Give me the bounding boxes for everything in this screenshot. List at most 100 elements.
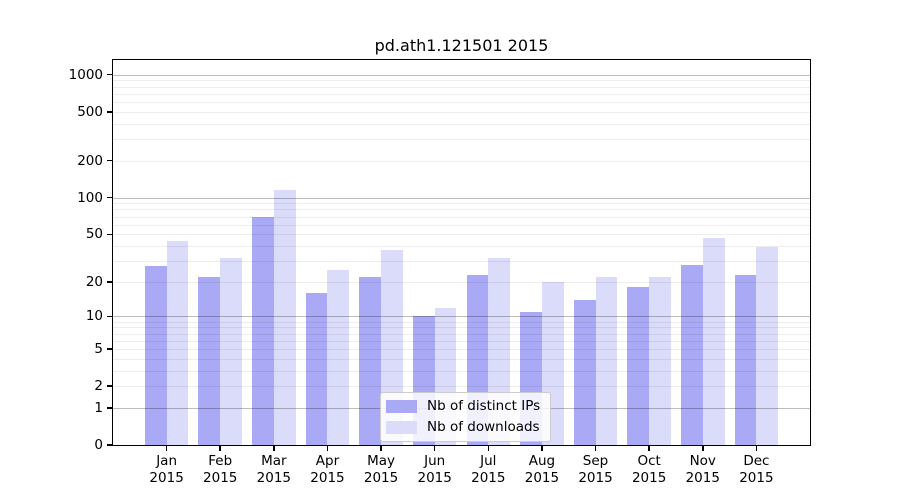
y-tick-label: 50: [85, 226, 103, 243]
gridline-major: [113, 316, 810, 318]
gridline-minor: [113, 86, 810, 88]
gridline-minor: [113, 333, 810, 335]
gridline-minor: [113, 260, 810, 262]
gridline-minor: [113, 216, 810, 218]
y-tick: [107, 233, 113, 235]
y-tick: [107, 444, 113, 446]
bar-distinct-ips: [144, 266, 167, 445]
x-tick: [487, 446, 490, 451]
x-tick-label-line: Feb: [208, 453, 233, 469]
y-tick-label: 200: [77, 152, 103, 169]
gridline-minor: [113, 111, 810, 113]
x-tick-label-line: 2015: [256, 470, 292, 486]
x-tick: [273, 446, 275, 451]
x-tick-label-line: 2015: [471, 470, 506, 486]
gridline-minor: [113, 340, 810, 342]
x-tick: [541, 446, 543, 451]
x-tick-label-line: 2015: [203, 470, 238, 486]
bar-downloads: [220, 257, 243, 445]
gridline-minor: [113, 102, 810, 104]
x-tick-label: Jun 2015: [403, 453, 467, 487]
y-tick-label: 5: [94, 340, 103, 357]
legend-item: Nb of downloads: [386, 418, 540, 437]
x-tick-label-line: 2015: [363, 470, 399, 486]
bar-distinct-ips: [198, 276, 221, 445]
x-tick-label-line: Apr: [315, 453, 340, 469]
bar-distinct-ips: [573, 299, 596, 445]
y-tick: [107, 159, 113, 162]
y-tick: [107, 348, 113, 350]
legend-item: Nb of distinct IPs: [386, 397, 540, 416]
x-tick-label: Jan 2015: [135, 453, 199, 487]
x-tick-label: Oct 2015: [617, 453, 681, 487]
x-tick-label: Jul 2015: [456, 453, 520, 487]
bar-downloads: [595, 276, 618, 445]
y-tick: [107, 407, 113, 409]
y-tick-label: 1: [94, 399, 103, 416]
y-tick: [107, 111, 113, 113]
x-tick-label: Nov 2015: [671, 453, 735, 487]
x-tick: [433, 446, 436, 451]
y-tick: [107, 73, 113, 76]
gridline-minor: [113, 209, 810, 211]
x-tick: [594, 446, 597, 451]
gridline-minor: [113, 80, 810, 82]
bar-downloads: [649, 276, 671, 445]
x-tick-label: Apr 2015: [295, 453, 359, 487]
chart-title: pd.ath1.121501 2015: [374, 36, 549, 55]
bar-distinct-ips: [305, 293, 328, 445]
x-tick-label-line: Oct: [637, 453, 661, 469]
x-tick: [648, 446, 650, 451]
x-tick-label-line: 2015: [631, 470, 667, 486]
gridline-major: [113, 197, 810, 199]
x-tick: [380, 446, 382, 451]
x-tick: [326, 446, 329, 451]
bar-distinct-ips: [252, 216, 274, 445]
bar-downloads: [756, 247, 779, 445]
x-tick: [165, 446, 168, 451]
y-tick: [107, 281, 113, 283]
gridline-minor: [113, 245, 810, 247]
gridline-minor: [113, 358, 810, 360]
x-tick-label-line: 2015: [310, 470, 345, 486]
gridline-major: [113, 74, 810, 76]
gridline-minor: [113, 160, 810, 162]
y-tick: [107, 315, 113, 318]
x-tick-label-line: Dec: [743, 453, 770, 469]
gridline-minor: [113, 93, 810, 95]
x-tick-label: Mar 2015: [242, 453, 306, 487]
y-tick-label: 20: [85, 273, 103, 290]
x-tick-label-line: Aug: [528, 453, 556, 469]
gridline-minor: [113, 281, 810, 283]
x-tick-label-line: Jan: [156, 453, 178, 469]
x-tick-label-line: Mar: [261, 453, 287, 469]
gridline-minor: [113, 321, 810, 323]
bar-downloads: [327, 270, 350, 445]
bar-downloads: [702, 237, 725, 445]
x-tick-label: Feb 2015: [188, 453, 252, 487]
bar-distinct-ips: [734, 274, 757, 445]
y-tick-label: 500: [77, 103, 103, 120]
x-tick-label-line: 2015: [739, 470, 774, 486]
bar-downloads: [166, 240, 189, 445]
legend-swatch: [386, 421, 417, 434]
legend-swatch: [386, 400, 417, 413]
x-tick: [702, 446, 704, 451]
x-tick-label-line: 2015: [685, 470, 720, 486]
gridline-minor: [113, 327, 810, 329]
legend-label: Nb of distinct IPs: [427, 398, 541, 414]
x-tick-label: Dec 2015: [724, 453, 788, 487]
bar-distinct-ips: [627, 287, 650, 445]
x-tick-label-line: Sep: [582, 453, 609, 469]
y-tick-label: 10: [85, 308, 103, 325]
y-tick-label: 2: [94, 378, 103, 395]
gridline-minor: [113, 348, 810, 350]
gridline-minor: [113, 203, 810, 205]
x-tick-label-line: 2015: [149, 470, 184, 486]
y-tick: [107, 196, 113, 199]
legend: Nb of distinct IPs Nb of downloads: [380, 392, 552, 442]
y-tick-label: 1000: [68, 66, 103, 83]
x-tick-label: Aug 2015: [510, 453, 574, 487]
x-tick-label-line: 2015: [417, 470, 452, 486]
